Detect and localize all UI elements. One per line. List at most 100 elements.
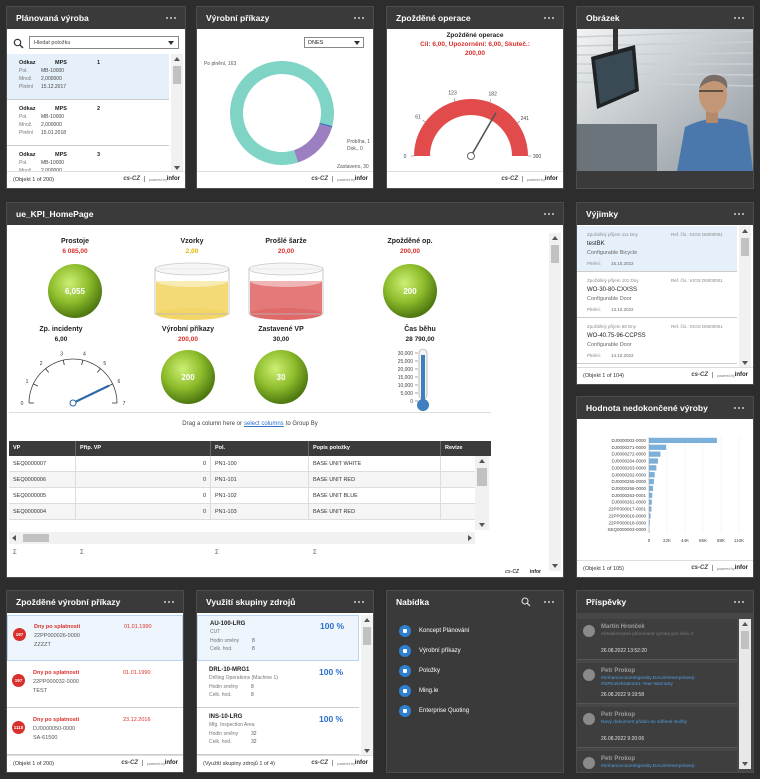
machine <box>577 124 657 171</box>
kpi-ball-text: 200 <box>403 287 417 296</box>
list-row[interactable]: 197 Dny po splatnosti 01.01.1990 22PP000032… <box>7 662 183 708</box>
menu-icon-glyph <box>403 709 407 713</box>
menu-button[interactable] <box>734 601 744 603</box>
menu-button[interactable] <box>734 17 744 19</box>
widget-header: Obrázek <box>577 7 753 29</box>
menu-button[interactable] <box>734 213 744 215</box>
field-value: 15.10.2022 <box>611 261 634 266</box>
resource-desc: Mfg. Inspection Area <box>209 722 255 728</box>
field-value: 15.12.2017 <box>41 84 67 90</box>
locale-logo: cs-CZ <box>505 569 519 575</box>
cell-text: 0 <box>202 461 206 467</box>
column-header[interactable]: Popis položky <box>313 445 350 451</box>
grid-cell: 0 <box>76 504 211 519</box>
horizontal-scrollbar[interactable] <box>9 532 475 544</box>
group-by-text: Drag a column here or <box>182 421 242 427</box>
list-row[interactable]: AU-100-LRG CUT Hodin směny 8 Celk. hod. 8 100 … <box>197 615 359 661</box>
menu-label: Výrobní příkazy <box>419 648 461 654</box>
list-row[interactable]: INS-10-LRG Mfg. Inspection Area Hodin směn… <box>197 709 359 755</box>
gauge-tick-label: 1 <box>26 379 29 385</box>
field-value: 32 <box>251 739 257 745</box>
scroll-thumb <box>363 627 371 645</box>
scroll-arrow-up <box>742 229 748 233</box>
menu-button[interactable] <box>164 601 174 603</box>
menu-item[interactable]: Koncept Plánování <box>393 623 553 639</box>
column-header[interactable]: Přip. VP <box>80 445 102 451</box>
scrollbar[interactable] <box>549 233 561 571</box>
days-badge: 1110 <box>12 721 25 734</box>
list-row[interactable]: Zpožděný příjem 88 Dny Ref. čís.: KIOS D6… <box>577 318 737 364</box>
kpi-label: Výrobní příkazy <box>162 326 214 333</box>
menu-button[interactable] <box>354 17 364 19</box>
post-date: 26.08.2022 9:19:58 <box>601 692 645 698</box>
column-header[interactable]: Revize <box>445 445 463 451</box>
grid-row[interactable]: SEQ0000006 0 PN1-101 BASE UNIT RED <box>9 472 475 488</box>
powered-by: powered by <box>336 178 355 182</box>
kpi-ball <box>254 350 308 404</box>
powered-by: powered by <box>716 374 735 378</box>
scrollbar[interactable] <box>361 615 373 756</box>
menu-button[interactable] <box>544 17 554 19</box>
column-header[interactable]: VP <box>13 445 21 451</box>
list-row[interactable]: Odkaz MPS 2 Pol. MB-10000 Množ. 2,000000 Plnění… <box>7 100 169 146</box>
menu-item[interactable]: Výrobní příkazy <box>393 643 553 659</box>
search-input[interactable]: Hledat položku <box>29 36 179 49</box>
field-value: 8 <box>251 692 254 698</box>
exception-type: Zpožděný příjem 101 Dny <box>587 278 639 283</box>
menu-label: Enterprise Quoting <box>419 708 470 714</box>
menu-button[interactable] <box>354 601 364 603</box>
field-label: Pol. <box>19 114 28 120</box>
menu-button[interactable] <box>544 213 554 215</box>
menu-button[interactable] <box>544 601 554 603</box>
gauge-tick <box>45 368 49 373</box>
group-by-link[interactable]: select columns <box>244 421 284 427</box>
scrollbar[interactable] <box>739 619 751 769</box>
thermometer-tick-label: 30,000 <box>398 351 414 357</box>
grid-row[interactable]: SEQ0000007 0 PN1-100 BASE UNIT WHITE <box>9 456 475 472</box>
widget-title: Zpožděné výrobní příkazy <box>16 597 121 607</box>
scrollbar[interactable] <box>739 226 751 368</box>
cell-text: 0 <box>202 509 206 515</box>
data-grid: VP Přip. VP Pol. Popis položky Revize SEQ0000… <box>9 441 491 563</box>
grid-row[interactable]: SEQ0000004 0 PN1-103 BASE UNIT RED <box>9 504 475 520</box>
y-tick-label: DJ0000263-0001 <box>611 493 646 498</box>
list-row[interactable]: 197 Dny po splatnosti 01.01.1990 22PP000026… <box>7 615 183 661</box>
menu-item[interactable]: Položky <box>393 663 553 679</box>
overdue-date: 01.01.1990 <box>124 624 152 630</box>
cell-text: SEQ0000005 <box>13 493 47 499</box>
overdue-date: 01.01.1990 <box>123 670 151 676</box>
menu-button[interactable] <box>734 407 744 409</box>
post[interactable]: Petr Prokop Nový dokument přidán do sdíle… <box>577 707 737 748</box>
grid-header: VP Přip. VP Pol. Popis položky Revize <box>9 441 491 456</box>
list-row[interactable]: Zpožděný příjem 111 Dny Ref. čís.: KIOS D… <box>577 226 737 272</box>
menu-button[interactable] <box>166 17 176 19</box>
field-value: 2 <box>97 106 101 112</box>
gauge-tick-label: 241 <box>521 116 530 122</box>
gauge-needle <box>72 384 110 404</box>
gauge-tick-label: 2 <box>40 361 43 367</box>
locale-logo: cs-CZ <box>691 565 713 571</box>
widget-footer: (Objekt 1 of 200) cs-CZ powered by infor <box>7 171 185 188</box>
list-row[interactable]: 1110 Dny po splatnosti 23.12.2016 DJ0000050… <box>7 709 183 755</box>
widget-footer: cs-CZ powered by infor <box>197 171 373 188</box>
filter-dropdown[interactable]: DNES <box>304 37 364 48</box>
post[interactable]: Martin Hronček Aktualizovaná plánovaná vý… <box>577 619 737 660</box>
post[interactable]: Petr Prokop #enhancecountingentity.DALS#e… <box>577 751 737 772</box>
widget-header: Výrobní příkazy <box>197 7 373 29</box>
list-row[interactable]: Zpožděný příjem 101 Dny Ref. čís.: KIOS D… <box>577 272 737 318</box>
brand-logo: infor <box>164 760 178 766</box>
grid-row[interactable]: SEQ0000005 0 PN1-102 BASE UNIT BLUE <box>9 488 475 504</box>
list-row[interactable]: DRL-10-MRG1 Drilling Operations (Machine … <box>197 662 359 708</box>
list-row[interactable]: Odkaz MPS 1 Pol. MB-10000 Množ. 2,000000 Plnění… <box>7 54 169 100</box>
widget-title: Výrobní příkazy <box>206 13 270 23</box>
scrollbar[interactable] <box>171 54 183 173</box>
donut-label: Probíha, 1 <box>347 139 370 145</box>
column-header[interactable]: Pol. <box>215 445 226 451</box>
x-tick-label: 22K <box>663 538 671 543</box>
menu-item[interactable]: Ming.le <box>393 683 553 699</box>
menu-item[interactable]: Enterprise Quoting <box>393 703 553 719</box>
scrollbar[interactable] <box>475 456 489 530</box>
gauge-tick <box>453 98 456 102</box>
order-name: ZZZZT <box>34 642 51 648</box>
post[interactable]: Petr Prokop #enhancecountingentity.DALS#e… <box>577 663 737 704</box>
